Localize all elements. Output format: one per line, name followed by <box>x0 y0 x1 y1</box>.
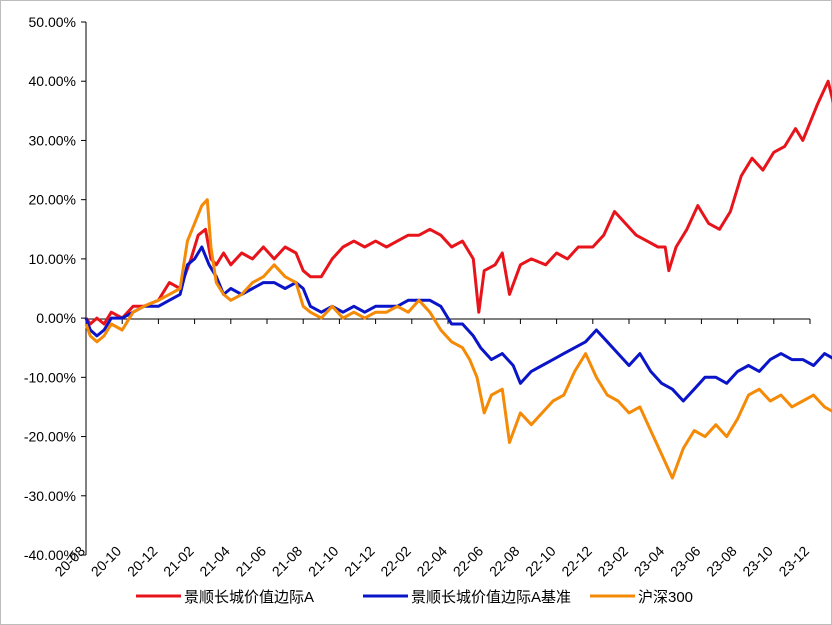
x-tick-label: 21-12 <box>341 543 378 580</box>
series-line-2 <box>84 198 832 480</box>
y-tick-label: 30.00% <box>29 132 76 148</box>
x-tick-label: 22-12 <box>558 543 595 580</box>
x-tick-label: 23-06 <box>667 543 704 580</box>
x-tick-label: 21-02 <box>160 543 197 580</box>
y-tick-label: 20.00% <box>29 192 76 208</box>
legend-label: 景顺长城价值边际A基准 <box>411 589 571 606</box>
y-tick-label: 10.00% <box>29 251 76 267</box>
y-tick-label: 50.00% <box>29 14 76 30</box>
series-line-1 <box>84 245 832 403</box>
legend-label: 景顺长城价值边际A <box>184 589 314 606</box>
x-tick-label: 23-02 <box>594 543 631 580</box>
legend-label: 沪深300 <box>638 589 693 606</box>
x-tick-label: 23-08 <box>703 543 740 580</box>
x-tick-label: 22-08 <box>486 543 523 580</box>
x-tick-label: 22-02 <box>377 543 414 580</box>
x-tick-label: 22-10 <box>522 543 559 580</box>
y-tick-label: -10.00% <box>24 369 76 385</box>
y-tick-label: 40.00% <box>29 73 76 89</box>
y-tick-label: -40.00% <box>24 547 76 563</box>
y-tick-label: 0.00% <box>36 310 76 326</box>
series-lines <box>84 79 832 480</box>
x-tick-label: 21-08 <box>269 543 306 580</box>
y-axis: -40.00% -30.00% -20.00% -10.00% 0.00% 10.00% 2… <box>24 14 87 563</box>
x-tick-label: 20-10 <box>88 543 125 580</box>
x-tick-label: 23-12 <box>775 543 812 580</box>
x-tick-label: 22-06 <box>450 543 487 580</box>
x-tick-label: 22-04 <box>413 543 450 580</box>
x-tick-label: 23-10 <box>739 543 776 580</box>
x-axis: 20-08 20-10 20-12 21-02 21-04 21-06 21-08 21-10… <box>51 318 812 580</box>
x-tick-label: 21-10 <box>305 543 342 580</box>
x-tick-label: 21-04 <box>196 543 233 580</box>
series-line-0 <box>84 79 832 326</box>
y-tick-label: -20.00% <box>24 429 76 445</box>
x-tick-label: 20-12 <box>124 543 161 580</box>
x-tick-label: 23-04 <box>631 543 668 580</box>
y-tick-label: -30.00% <box>24 488 76 504</box>
legend: 景顺长城价值边际A 景顺长城价值边际A基准 沪深300 <box>136 589 693 606</box>
x-tick-label: 21-06 <box>232 543 269 580</box>
